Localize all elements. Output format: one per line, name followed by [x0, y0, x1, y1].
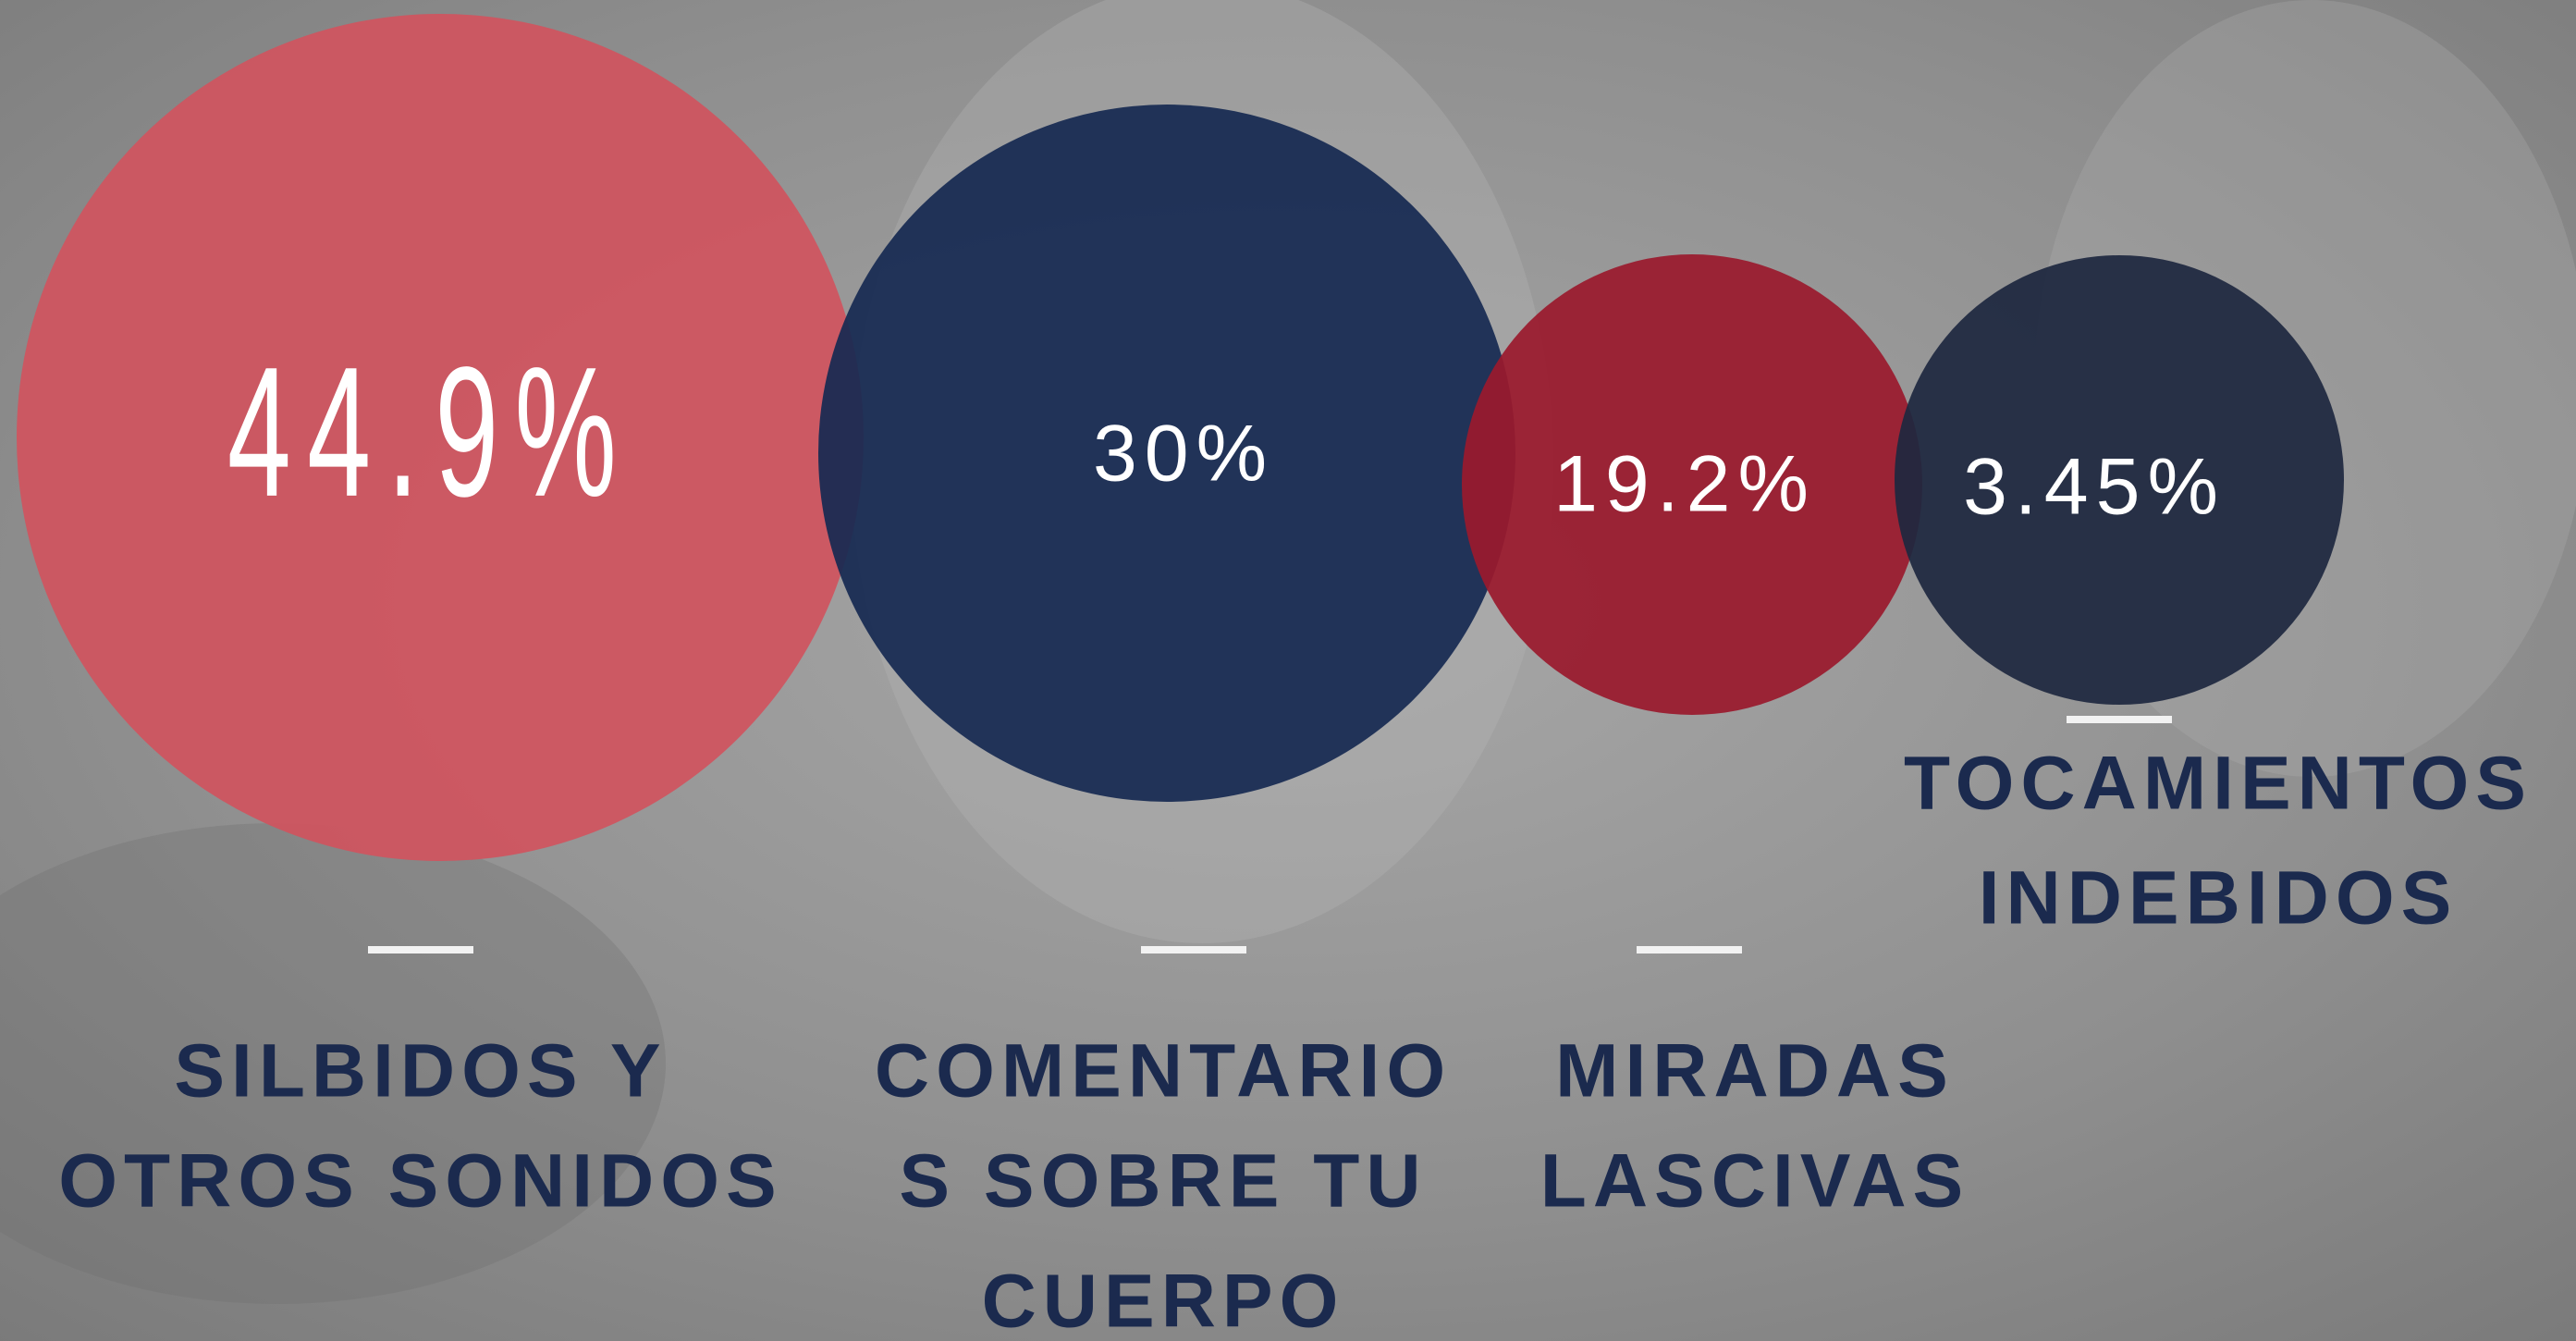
separator-dash [2067, 716, 2172, 723]
category-label: LASCIVAS [1540, 1139, 1970, 1224]
separator-dash [1637, 946, 1742, 953]
value-label: 30% [1093, 410, 1274, 498]
category-label: S SOBRE TU [899, 1139, 1427, 1224]
category-label: OTROS SONIDOS [58, 1139, 783, 1224]
value-label: 3.45% [1963, 443, 2226, 532]
category-label: TOCAMIENTOS [1904, 742, 2533, 826]
category-label: CUERPO [982, 1260, 1345, 1341]
infographic: 44.9% SILBIDOS Y OTROS SONIDOS 30% COMENTARI… [0, 0, 2576, 1341]
category-label: COMENTARIO [875, 1029, 1452, 1113]
separator-dash [1141, 946, 1246, 953]
value-label: 44.9% [227, 329, 632, 536]
category-label: INDEBIDOS [1979, 856, 2459, 941]
separator-dash [368, 946, 473, 953]
category-label: MIRADAS [1555, 1029, 1955, 1113]
value-label: 19.2% [1553, 440, 1816, 529]
category-label: SILBIDOS Y [174, 1029, 667, 1113]
